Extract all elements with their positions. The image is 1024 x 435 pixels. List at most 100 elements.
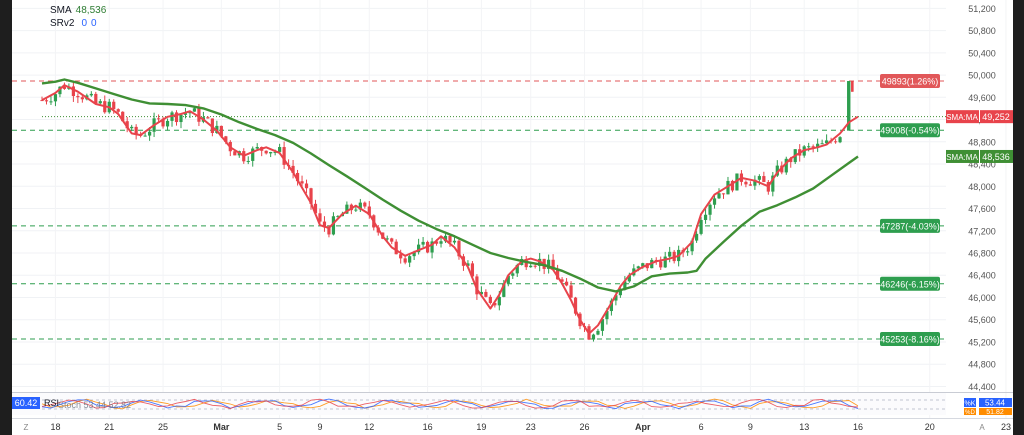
candle-body	[318, 213, 322, 222]
candle-body	[641, 263, 645, 267]
legend-sma-row[interactable]: SMA 48,536	[50, 4, 106, 17]
level-label-text: 49893(1.26%)	[882, 77, 939, 87]
osc-d-value: 51.82	[986, 409, 1004, 416]
candle-body	[439, 241, 443, 244]
candle-body	[255, 146, 259, 149]
candle-body	[434, 241, 439, 244]
candle-body	[511, 273, 515, 276]
candle-body	[771, 175, 775, 192]
candle-body	[506, 275, 510, 284]
oscillator-line-ma_fast	[41, 398, 859, 410]
candle-body	[668, 251, 672, 257]
candle-body	[385, 238, 389, 240]
candle-body	[748, 184, 752, 186]
candle-body	[112, 101, 116, 110]
candle-body	[757, 176, 761, 180]
candle-body	[479, 291, 483, 295]
price-tag-value: 49,252	[982, 112, 1010, 122]
x-tick-label: 5	[277, 422, 282, 432]
candle-body	[515, 264, 519, 274]
candle-body	[564, 281, 569, 286]
y-tick-label: 49,600	[968, 93, 996, 103]
candle-body	[686, 251, 690, 253]
candle-body	[345, 204, 349, 214]
candle-body	[627, 275, 631, 282]
candle-body	[663, 256, 667, 268]
candle-body	[762, 176, 766, 183]
candle-body	[807, 146, 811, 148]
candle-body	[121, 111, 125, 122]
legend-srv-value-1: 0	[81, 18, 88, 29]
candle-body	[614, 295, 618, 301]
candle-body	[219, 125, 223, 137]
legend-sma-label: SMA	[50, 5, 72, 16]
y-tick-label: 50,800	[968, 26, 996, 36]
candle-body	[417, 244, 421, 253]
candle-body	[551, 259, 555, 269]
candle-body	[58, 86, 62, 95]
candle-body	[569, 285, 573, 298]
candle-body	[744, 181, 748, 185]
candle-body	[452, 240, 457, 243]
x-tick-label: 16	[423, 422, 433, 432]
candle-body	[636, 266, 640, 269]
candle-body	[421, 241, 425, 245]
y-tick-label: 46,000	[968, 293, 996, 303]
window-border-left	[0, 0, 12, 435]
y-tick-label: 46,800	[968, 248, 996, 258]
y-tick-label: 51,200	[968, 4, 996, 14]
candle-body	[197, 108, 201, 122]
candle-body	[703, 214, 708, 220]
level-label-box	[880, 74, 940, 89]
candle-body	[430, 241, 434, 253]
candle-body	[605, 311, 609, 320]
y-tick-label: 50,400	[968, 48, 996, 58]
level-label-box	[880, 332, 940, 347]
time-axis-background	[12, 418, 1013, 435]
candle-body	[470, 263, 475, 277]
candle-body	[125, 121, 129, 129]
x-tick-label: 23	[526, 422, 536, 432]
x-tick-label: 18	[50, 422, 60, 432]
scale-toggle-right[interactable]: A	[979, 423, 985, 432]
candle-body	[403, 258, 407, 263]
chart-grid	[12, 0, 1007, 418]
candle-body	[573, 297, 578, 314]
candle-body	[98, 101, 102, 104]
price-tag-box	[980, 149, 1013, 163]
y-tick-label: 47,200	[968, 226, 996, 236]
candle-body	[331, 216, 336, 235]
y-tick-label: 48,000	[968, 182, 996, 192]
candle-body	[717, 193, 721, 199]
candle-body	[269, 152, 273, 154]
candle-body	[721, 193, 726, 195]
candle-body	[775, 165, 779, 176]
candle-body	[690, 240, 694, 252]
legend-srv-row[interactable]: SRv2 0 0	[50, 17, 106, 30]
level-label-text: 47287(-4.03%)	[880, 221, 940, 231]
scale-toggle-left[interactable]: Z	[24, 423, 29, 432]
candle-body	[336, 216, 340, 218]
candle-body	[116, 109, 120, 112]
candle-body	[264, 150, 268, 154]
candle-body	[363, 202, 367, 207]
osc-k-value: 53.44	[985, 399, 1006, 408]
osc-left-value: 60.42	[15, 398, 38, 408]
legend-srv-label: SRv2	[50, 18, 75, 29]
indicator-legend: SMA 48,536 SRv2 0 0	[50, 4, 106, 30]
candle-body	[44, 100, 49, 102]
moving-averages	[41, 78, 859, 335]
osc-d-badge	[964, 408, 976, 415]
candle-body	[291, 165, 295, 173]
x-tick-label: Apr	[635, 422, 651, 432]
candle-body	[502, 283, 506, 297]
candle-body	[659, 261, 663, 268]
candle-body	[62, 86, 67, 89]
candle-body	[560, 279, 564, 282]
y-tick-label: 50,000	[968, 71, 996, 81]
candle-body	[789, 158, 793, 163]
candle-body	[76, 96, 80, 98]
